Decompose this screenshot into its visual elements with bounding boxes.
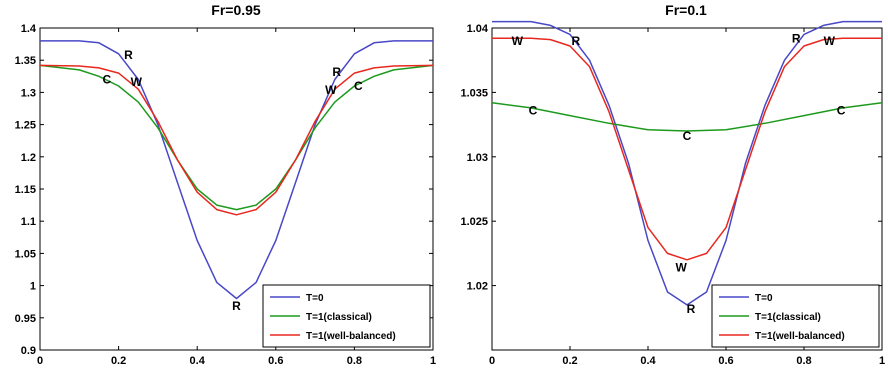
series-lines [491, 20, 883, 306]
series-line-t-1-well-balanced [39, 64, 434, 216]
series-line-t-1-well-balanced [492, 37, 882, 261]
series-line-t-0 [492, 20, 882, 306]
curve-marker-c: C [683, 129, 692, 143]
axis-ticks: 0 0.2 0.4 0.6 0.8 1 0.9 0.95 1 1.05 1.1 1.15 1.2 1.25… [15, 23, 436, 367]
y-tick-label: 1.02 [467, 281, 488, 293]
y-tick-label: 1.35 [15, 55, 36, 67]
y-tick-label: 1.05 [15, 248, 36, 260]
curve-marker-r: R [124, 48, 133, 62]
legend-label-classical: T=1(classical) [755, 312, 821, 323]
y-tick-label: 1.25 [15, 120, 36, 132]
chart-title: Fr=0.95 [211, 2, 261, 18]
legend: T=0 T=1(classical) T=1(well-balanced) [711, 284, 880, 348]
legend-label-well-balanced: T=1(well-balanced) [755, 331, 845, 342]
x-tick-label: 1 [430, 355, 436, 367]
y-tick-label: 1.035 [460, 87, 488, 99]
x-tick-label: 0.8 [347, 355, 362, 367]
legend-label-classical: T=1(classical) [306, 312, 372, 323]
y-tick-label: 1.4 [21, 23, 37, 35]
curve-marker-c: C [102, 73, 111, 87]
series-lines [39, 40, 434, 300]
x-tick-label: 0.4 [190, 355, 206, 367]
x-tick-label: 0.2 [562, 355, 577, 367]
curve-marker-r: R [572, 34, 581, 48]
chart-title: Fr=0.1 [665, 2, 707, 18]
legend: T=0 T=1(classical) T=1(well-balanced) [262, 284, 431, 348]
x-tick-label: 1 [879, 355, 885, 367]
curve-marker-c: C [354, 79, 363, 93]
y-tick-label: 1.3 [21, 87, 36, 99]
x-tick-label: 0.6 [718, 355, 733, 367]
y-tick-label: 1.025 [460, 216, 488, 228]
curve-marker-c: C [529, 103, 538, 117]
y-tick-label: 0.95 [15, 313, 36, 325]
x-tick-label: 0.4 [640, 355, 656, 367]
axis-ticks: 0 0.2 0.4 0.6 0.8 1 1.02 1.025 1.03 1.035 1.04 [460, 23, 885, 367]
chart-fr095: Fr=0.95 0 0.2 0.4 0.6 0.8 1 0.9 0.95 1 1.05 1.1 1.1… [15, 2, 436, 367]
y-tick-label: 1.03 [467, 152, 488, 164]
curve-marker-w: W [675, 261, 687, 275]
curve-marker-w: W [512, 34, 524, 48]
legend-label-well-balanced: T=1(well-balanced) [306, 331, 396, 342]
x-tick-label: 0.2 [111, 355, 126, 367]
x-tick-label: 0.8 [796, 355, 811, 367]
x-tick-label: 0.6 [268, 355, 283, 367]
y-tick-label: 0.9 [21, 345, 36, 357]
x-tick-label: 0 [37, 355, 43, 367]
series-line-t-0 [40, 40, 433, 300]
legend-label-t0: T=0 [306, 293, 324, 304]
series-line-t-1-classical [491, 101, 883, 132]
curve-marker-r: R [232, 299, 241, 313]
y-tick-label: 1.1 [21, 216, 36, 228]
chart-fr01: Fr=0.1 0 0.2 0.4 0.6 0.8 1 1.02 1.025 1.03 1.035 1… [460, 2, 885, 367]
curve-markers: W R R W C C C W R [512, 31, 846, 315]
x-tick-label: 0 [489, 355, 495, 367]
y-tick-label: 1.2 [21, 152, 36, 164]
series-line-t-1-classical [39, 64, 434, 211]
curve-marker-w: W [131, 75, 143, 89]
curve-marker-r: R [687, 302, 696, 316]
y-tick-label: 1.15 [15, 184, 36, 196]
y-tick-label: 1.04 [467, 23, 489, 35]
curve-marker-r: R [332, 65, 341, 79]
curve-marker-w: W [824, 34, 836, 48]
legend-label-t0: T=0 [755, 293, 773, 304]
y-tick-label: 1 [30, 281, 36, 293]
curve-marker-c: C [837, 103, 846, 117]
curve-marker-w: W [325, 83, 337, 97]
curve-marker-r: R [792, 31, 801, 45]
